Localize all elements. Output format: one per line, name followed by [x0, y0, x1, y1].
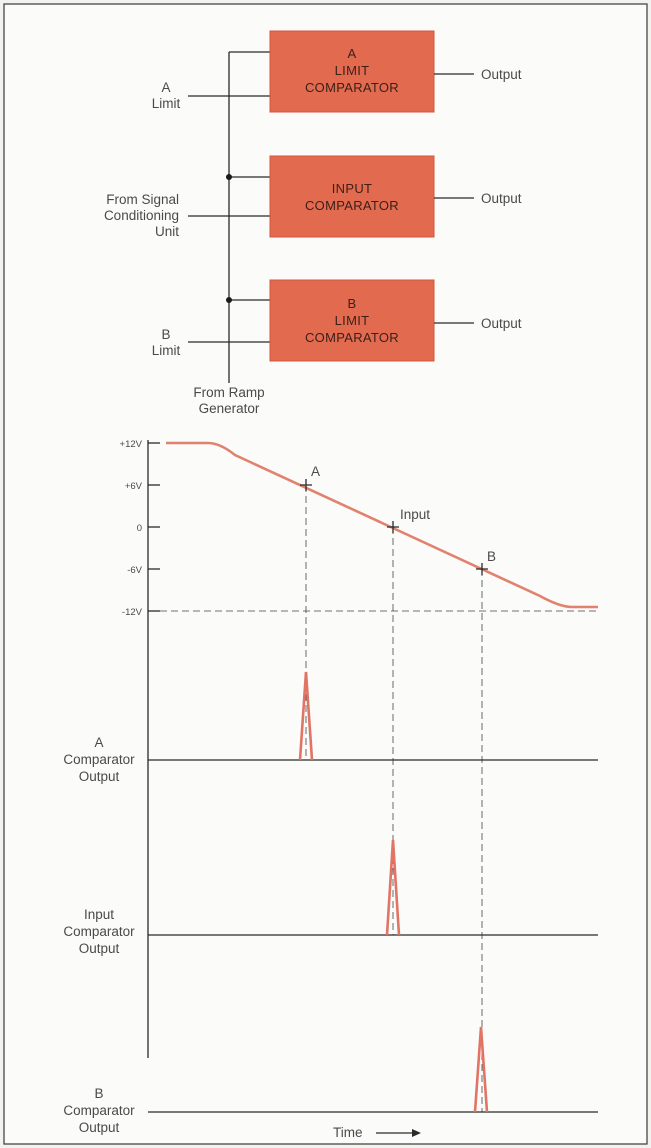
ramp-source-label-line-1: From Ramp: [193, 385, 264, 400]
tick-label-plus-12v: +12V: [120, 439, 143, 450]
input-crossing-marker: [387, 521, 399, 533]
b-trace-label-line-3: Output: [79, 1120, 120, 1135]
input-comparator-box: [269, 155, 435, 238]
a-trace-label-line-1: A: [94, 735, 103, 750]
signal-source-label-line-3: Unit: [155, 224, 179, 239]
signal-source-label-line-1: From Signal: [106, 192, 179, 207]
b-comparator-pulse: [473, 1026, 489, 1113]
block-diagram: A LIMIT COMPARATOR INPUT COMPARATOR B LI…: [104, 30, 522, 416]
time-arrow-head-icon: [412, 1129, 421, 1137]
a-trace-label-line-3: Output: [79, 769, 120, 784]
tick-label-plus-6v: +6V: [125, 481, 143, 492]
b-trace-label-line-1: B: [94, 1086, 103, 1101]
input-crossing-label: Input: [400, 507, 430, 522]
a-comparator-line-2: LIMIT: [335, 63, 370, 78]
tick-label-zero: 0: [137, 523, 142, 534]
a-limit-label-line-2: Limit: [152, 96, 181, 111]
b-crossing-label: B: [487, 549, 496, 564]
ramp-waveform: [166, 441, 598, 609]
timing-diagram: +12V +6V 0 -6V -12V A Input B A Comparat…: [63, 439, 598, 1140]
a-limit-label-line-1: A: [161, 80, 170, 95]
input-trace-label-line-1: Input: [84, 907, 114, 922]
junction-dot-input: [226, 174, 232, 180]
a-limit-comparator-box: [269, 30, 435, 113]
b-comparator-line-1: B: [348, 296, 357, 311]
input-comparator-line-1: INPUT: [332, 181, 373, 196]
a-output-label: Output: [481, 67, 522, 82]
tick-label-minus-6v: -6V: [127, 565, 142, 576]
input-comparator-pulse: [385, 839, 401, 936]
a-comparator-line-3: COMPARATOR: [305, 80, 399, 95]
b-trace-label-line-2: Comparator: [63, 1103, 135, 1118]
b-comparator-line-2: LIMIT: [335, 313, 370, 328]
input-comparator-line-2: COMPARATOR: [305, 198, 399, 213]
b-comparator-line-3: COMPARATOR: [305, 330, 399, 345]
input-trace-label-line-2: Comparator: [63, 924, 135, 939]
a-crossing-label: A: [311, 464, 320, 479]
time-axis-label: Time: [333, 1125, 363, 1140]
ramp-source-label-line-2: Generator: [199, 401, 260, 416]
a-trace-label-line-2: Comparator: [63, 752, 135, 767]
junction-dot-b: [226, 297, 232, 303]
b-output-label: Output: [481, 316, 522, 331]
a-comparator-line-1: A: [348, 46, 357, 61]
b-limit-label-line-2: Limit: [152, 343, 181, 358]
b-limit-comparator-box: [269, 279, 435, 362]
signal-source-label-line-2: Conditioning: [104, 208, 179, 223]
input-trace-label-line-3: Output: [79, 941, 120, 956]
a-comparator-pulse: [298, 671, 314, 761]
a-crossing-marker: [300, 479, 312, 491]
b-limit-label-line-1: B: [161, 327, 170, 342]
input-output-label: Output: [481, 191, 522, 206]
b-crossing-marker: [476, 563, 488, 575]
tick-label-minus-12v: -12V: [122, 607, 143, 618]
